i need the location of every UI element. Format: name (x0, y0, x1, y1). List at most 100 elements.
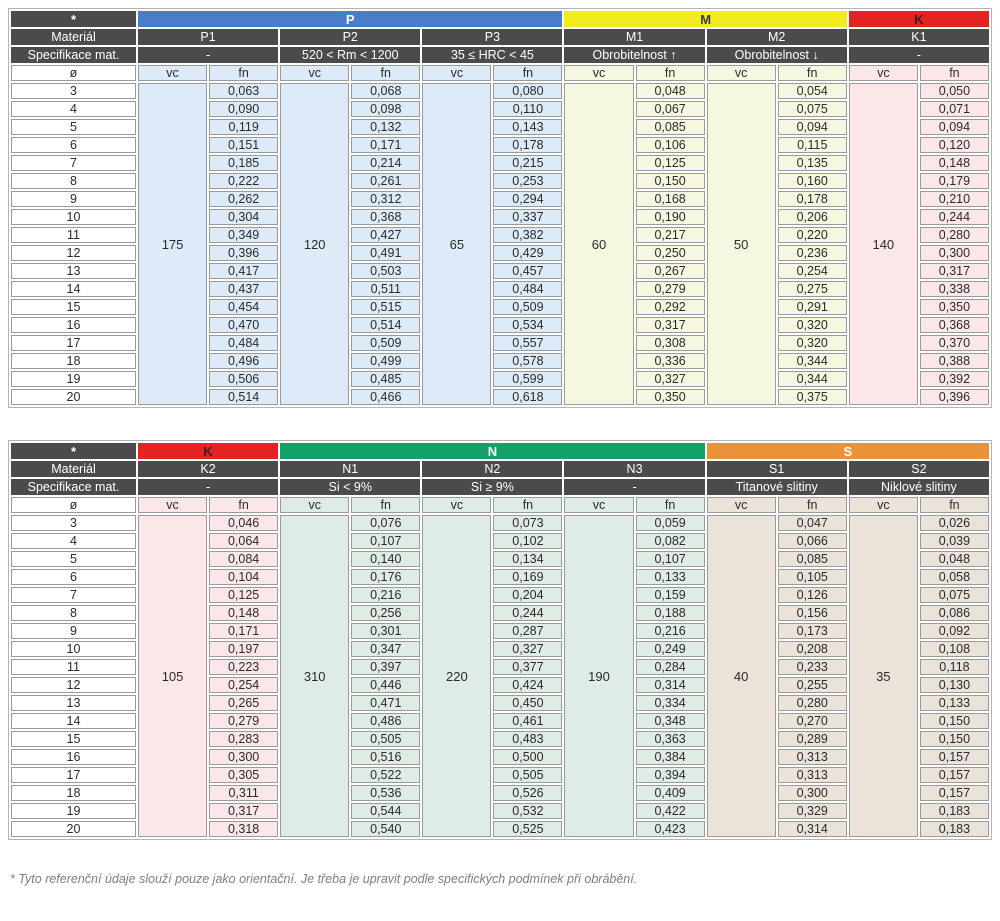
fn-cell-K2: 0,300 (209, 749, 279, 765)
table-row: 20 0,514 0,466 0,618 0,350 0,375 0,396 (11, 389, 989, 405)
vc-header-P1: vc (138, 65, 208, 81)
fn-cell-K2: 0,104 (209, 569, 279, 585)
table-row: 3 175 0,063 120 0,068 65 0,080 60 0,048 50 0,054 14… (11, 83, 989, 405)
vc-value-S2: 35 (848, 515, 918, 837)
fn-cell-K1: 0,179 (919, 173, 989, 189)
fn-header-P3: fn (493, 65, 563, 81)
fn-cell-P3: 0,215 (493, 155, 563, 171)
row-label-specification: Specifikace mat. (11, 479, 136, 495)
fn-cell-N3: 0,334 (635, 695, 705, 711)
fn-cell-S1: 0,156 (777, 605, 847, 621)
fn-cell-K2: 0,223 (209, 659, 279, 675)
diameter-cell: 7 (11, 587, 136, 603)
vc-header-M2: vc (706, 65, 776, 81)
fn-header-S2: fn (919, 497, 989, 513)
fn-cell-N2: 0,244 (493, 605, 563, 621)
fn-cell-P2: 0,261 (351, 173, 421, 189)
table-row: 14 0,279 0,486 0,461 0,348 0,270 0,150 (11, 713, 989, 729)
fn-cell-K1: 0,370 (919, 335, 989, 351)
fn-cell-S1: 0,105 (777, 569, 847, 585)
fn-cell-S1: 0,313 (777, 749, 847, 765)
fn-cell-P2: 0,514 (351, 317, 421, 333)
fn-cell-P3: 0,578 (493, 353, 563, 369)
fn-cell-P3: 0,534 (493, 317, 563, 333)
fn-cell-P1: 0,262 (209, 191, 279, 207)
fn-cell-P2: 0,499 (351, 353, 421, 369)
fn-cell-P3: 0,253 (493, 173, 563, 189)
fn-cell-N2: 0,204 (493, 587, 563, 603)
fn-cell-K2: 0,084 (209, 551, 279, 567)
spec-header-M1: Obrobitelnost ↑ (564, 47, 705, 63)
table-row: 6 0,104 0,176 0,169 0,133 0,105 0,058 (11, 569, 989, 585)
table-row: 12 0,254 0,446 0,424 0,314 0,255 0,130 (11, 677, 989, 693)
diameter-cell: 8 (11, 605, 136, 621)
vc-value-K1: 140 (848, 83, 918, 405)
table-1: * P M K Materiál P1 P2 P3 M1 M2 K1 Specifikace mat.… (9, 9, 991, 407)
material-header-P2: P2 (280, 29, 421, 45)
material-header-P3: P3 (422, 29, 563, 45)
fn-cell-M1: 0,250 (635, 245, 705, 261)
diameter-cell: 12 (11, 245, 136, 261)
fn-cell-P3: 0,143 (493, 119, 563, 135)
fn-cell-P3: 0,557 (493, 335, 563, 351)
fn-cell-K1: 0,396 (919, 389, 989, 405)
diameter-cell: 14 (11, 281, 136, 297)
fn-cell-K1: 0,094 (919, 119, 989, 135)
fn-cell-M1: 0,085 (635, 119, 705, 135)
fn-cell-K2: 0,125 (209, 587, 279, 603)
diameter-cell: 5 (11, 551, 136, 567)
fn-cell-S2: 0,130 (919, 677, 989, 693)
fn-cell-P2: 0,214 (351, 155, 421, 171)
fn-cell-N1: 0,301 (351, 623, 421, 639)
fn-cell-M1: 0,106 (635, 137, 705, 153)
diameter-cell: 7 (11, 155, 136, 171)
fn-cell-N3: 0,284 (635, 659, 705, 675)
fn-cell-P3: 0,484 (493, 281, 563, 297)
table-row: 4 0,064 0,107 0,102 0,082 0,066 0,039 (11, 533, 989, 549)
fn-cell-S1: 0,329 (777, 803, 847, 819)
fn-cell-P1: 0,151 (209, 137, 279, 153)
fn-cell-N2: 0,483 (493, 731, 563, 747)
fn-cell-N1: 0,522 (351, 767, 421, 783)
cutting-data-table-2: * K N S Materiál K2 N1 N2 N3 S1 S2 Specifikace mat.… (8, 440, 992, 840)
table-corner-asterisk: * (11, 443, 136, 459)
vc-header-N3: vc (564, 497, 634, 513)
fn-cell-K1: 0,368 (919, 317, 989, 333)
fn-cell-K1: 0,244 (919, 209, 989, 225)
cutting-data-table-1: * P M K Materiál P1 P2 P3 M1 M2 K1 Specifikace mat.… (8, 8, 992, 408)
fn-cell-M2: 0,135 (777, 155, 847, 171)
fn-cell-N3: 0,314 (635, 677, 705, 693)
diameter-cell: 4 (11, 101, 136, 117)
table-row: 10 0,304 0,368 0,337 0,190 0,206 0,244 (11, 209, 989, 225)
fn-cell-P1: 0,496 (209, 353, 279, 369)
fn-cell-S1: 0,047 (777, 515, 847, 531)
fn-cell-S1: 0,126 (777, 587, 847, 603)
fn-cell-S2: 0,133 (919, 695, 989, 711)
table-row: 6 0,151 0,171 0,178 0,106 0,115 0,120 (11, 137, 989, 153)
diameter-symbol-header: ø (11, 497, 136, 513)
fn-cell-K2: 0,265 (209, 695, 279, 711)
vc-header-N1: vc (280, 497, 350, 513)
fn-cell-K1: 0,050 (919, 83, 989, 99)
vc-value-P2: 120 (280, 83, 350, 405)
fn-cell-N1: 0,140 (351, 551, 421, 567)
row-label-specification: Specifikace mat. (11, 47, 136, 63)
fn-cell-N1: 0,256 (351, 605, 421, 621)
fn-cell-K2: 0,283 (209, 731, 279, 747)
diameter-cell: 13 (11, 263, 136, 279)
fn-cell-S2: 0,157 (919, 749, 989, 765)
fn-cell-N1: 0,471 (351, 695, 421, 711)
fn-cell-N2: 0,377 (493, 659, 563, 675)
vc-header-S1: vc (706, 497, 776, 513)
fn-cell-N2: 0,526 (493, 785, 563, 801)
diameter-cell: 17 (11, 767, 136, 783)
spec-header-K2: - (138, 479, 279, 495)
diameter-cell: 19 (11, 803, 136, 819)
fn-cell-P2: 0,312 (351, 191, 421, 207)
fn-cell-K1: 0,210 (919, 191, 989, 207)
material-header-M1: M1 (564, 29, 705, 45)
fn-cell-S1: 0,313 (777, 767, 847, 783)
vc-header-N2: vc (422, 497, 492, 513)
fn-cell-N2: 0,169 (493, 569, 563, 585)
fn-cell-N3: 0,422 (635, 803, 705, 819)
